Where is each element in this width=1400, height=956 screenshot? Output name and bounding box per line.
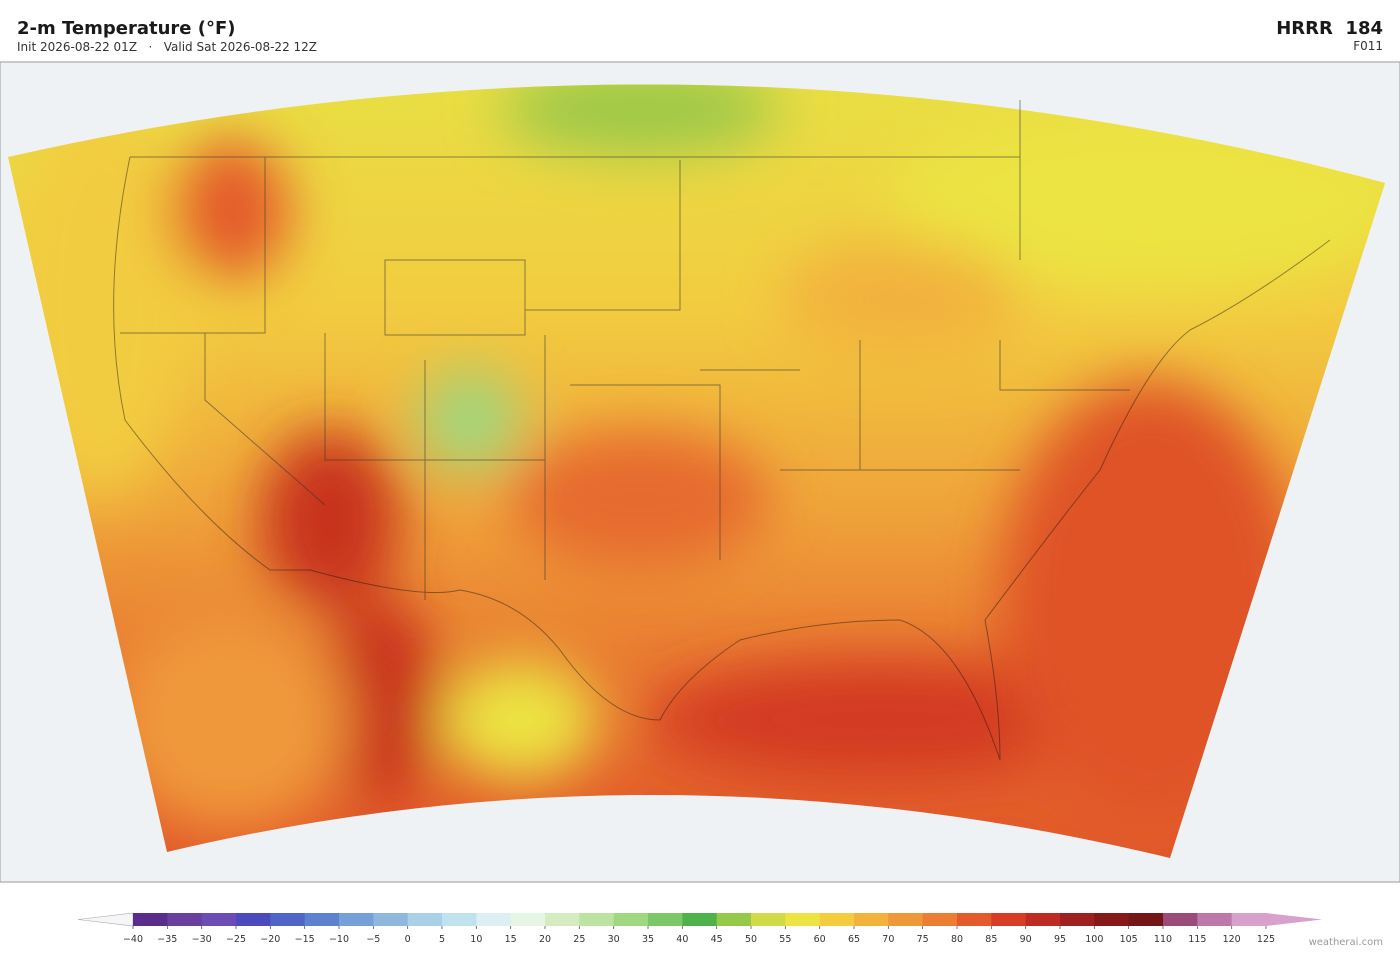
colorbar-tick-label: 5 [439, 934, 445, 945]
colorbar-bin [1197, 913, 1233, 926]
colorbar-tick-label: 90 [1020, 934, 1032, 945]
colorbar-bin [1025, 913, 1061, 926]
colorbar-over [1266, 913, 1322, 926]
colorbar-tick-label: 125 [1257, 934, 1275, 945]
colorbar-bin [201, 913, 237, 926]
colorbar: −40 −35 −30 −25 −20 −15 −10 −5 0 5 10 15 20 25 30 35 40 4… [77, 912, 1322, 945]
colorbar-bin [579, 913, 615, 926]
colorbar-tick-label: 70 [882, 934, 894, 945]
colorbar-bin [545, 913, 580, 926]
colorbar-bin [167, 913, 203, 926]
colorbar-bin [888, 913, 924, 926]
colorbar-tick-label: −5 [366, 934, 380, 945]
colorbar-tick-label: 35 [642, 934, 654, 945]
colorbar-tick-label: −20 [260, 934, 280, 945]
colorbar-bin [922, 913, 958, 926]
colorbar-tick-label: 50 [745, 934, 757, 945]
colorbar-tick-label: 100 [1085, 934, 1103, 945]
colorbar-tick-label: 30 [608, 934, 620, 945]
colorbar-tick-label: 15 [505, 934, 517, 945]
colorbar-bin [270, 913, 306, 926]
colorbar-bin [613, 913, 649, 926]
colorbar-bin [751, 913, 786, 926]
subtitle: Init 2026-08-22 01Z · Valid Sat 2026-08-… [17, 40, 317, 54]
credit: weatherai.com [1309, 937, 1383, 948]
colorbar-bin [510, 913, 546, 926]
colorbar-bin [1128, 913, 1164, 926]
colorbar-tick-label: 55 [779, 934, 791, 945]
colorbar-tick-label: 10 [470, 934, 482, 945]
colorbar-bin [442, 913, 477, 926]
colorbar-under [77, 912, 134, 927]
colorbar-tick-label: 95 [1054, 934, 1066, 945]
colorbar-tick-label: −35 [157, 934, 177, 945]
map [0, 61, 1400, 883]
colorbar-bin [819, 913, 855, 926]
colorbar-tick-label: 20 [539, 934, 551, 945]
colorbar-tick-label: 65 [848, 934, 860, 945]
colorbar-tick-label: 80 [951, 934, 963, 945]
colorbar-bin [373, 913, 409, 926]
colorbar-tick-label: 75 [917, 934, 929, 945]
colorbar-bin [133, 913, 168, 926]
colorbar-bin [991, 913, 1027, 926]
colorbar-bin [476, 913, 512, 926]
colorbar-tick-label: −30 [192, 934, 212, 945]
forecast-hour: F011 [1353, 39, 1383, 53]
colorbar-bin [1060, 913, 1095, 926]
colorbar-bin [1231, 913, 1267, 926]
colorbar-tick-label: 85 [985, 934, 997, 945]
colorbar-bin [957, 913, 992, 926]
colorbar-tick-label: 120 [1223, 934, 1241, 945]
colorbar-bin [236, 913, 271, 926]
colorbar-tick-label: 105 [1120, 934, 1138, 945]
colorbar-tick-label: −15 [295, 934, 315, 945]
colorbar-tick-label: 110 [1154, 934, 1172, 945]
colorbar-bin [682, 913, 718, 926]
colorbar-bin [304, 913, 340, 926]
colorbar-tick-label: 60 [814, 934, 826, 945]
model-label: HRRR 184 [1276, 18, 1383, 39]
colorbar-bin [1163, 913, 1198, 926]
colorbar-tick-label: 40 [676, 934, 688, 945]
borders [113, 100, 1331, 761]
title: 2-m Temperature (°F) [17, 18, 236, 39]
colorbar-bin [854, 913, 889, 926]
colorbar-bin [785, 913, 821, 926]
colorbar-tick-label: −10 [329, 934, 349, 945]
colorbar-bin [407, 913, 443, 926]
temperature-field [8, 84, 1385, 859]
colorbar-tick-label: 0 [405, 934, 411, 945]
colorbar-bin [716, 913, 752, 926]
colorbar-bin [648, 913, 683, 926]
colorbar-bin [339, 913, 374, 926]
colorbar-bin [1094, 913, 1130, 926]
colorbar-tick-label: 115 [1188, 934, 1206, 945]
colorbar-tick-label: −40 [123, 934, 143, 945]
colorbar-tick-label: 45 [711, 934, 723, 945]
colorbar-tick-label: −25 [226, 934, 246, 945]
colorbar-tick-label: 25 [573, 934, 585, 945]
